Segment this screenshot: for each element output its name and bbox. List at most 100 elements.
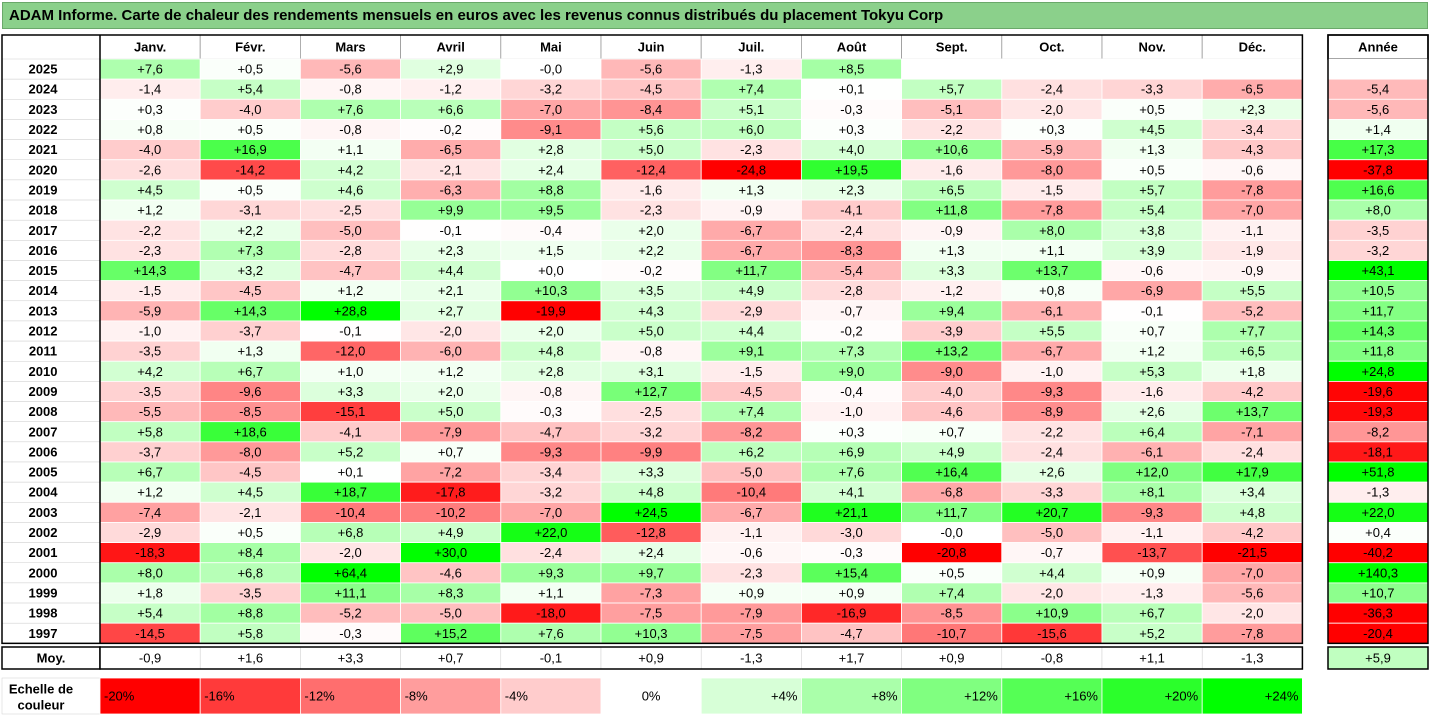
- heatmap-cell-value: +2,6: [1039, 465, 1065, 480]
- heatmap-cell-value: -9,6: [239, 384, 261, 399]
- heatmap-cell-value: +0,5: [1139, 162, 1165, 177]
- heatmap-cell-value: +4,9: [738, 283, 764, 298]
- heatmap-cell-value: -4,6: [940, 404, 962, 419]
- average-value: -0,9: [139, 651, 161, 666]
- heatmap-cell-value: -8,5: [940, 606, 962, 621]
- heatmap-cell-value: -1,3: [740, 62, 762, 77]
- row-label: 2021: [29, 142, 58, 157]
- row-label: 2004: [29, 485, 59, 500]
- heatmap-cell-value: -9,0: [940, 364, 962, 379]
- average-row-frame: [99, 646, 1304, 670]
- legend-swatch: [1001, 677, 1103, 715]
- row-label: 2014: [29, 283, 59, 298]
- heatmap-cell-value: -6,5: [1241, 82, 1263, 97]
- heatmap-cell-value: +9,0: [839, 364, 865, 379]
- heatmap-cell-value: -0,7: [1041, 545, 1063, 560]
- heatmap-cell-value: +15,2: [434, 626, 467, 641]
- heatmap-cell-value: -5,1: [940, 102, 962, 117]
- heatmap-cell-value: -5,9: [1041, 142, 1063, 157]
- heatmap-cell-value: +3,3: [638, 465, 664, 480]
- heatmap-cell-value: +7,6: [839, 465, 865, 480]
- average-year-cell: [1327, 646, 1429, 670]
- heatmap-cell-value: -0,4: [840, 384, 862, 399]
- year-total-value: -19,3: [1363, 404, 1393, 419]
- heatmap-cell-value: -5,2: [1241, 303, 1263, 318]
- heatmap-cell-value: -5,2: [339, 606, 361, 621]
- heatmap-cell-value: -9,3: [540, 444, 562, 459]
- column-header: Févr.: [235, 40, 265, 55]
- year-total-value: -19,6: [1363, 384, 1393, 399]
- heatmap-cell-value: +13,2: [935, 344, 968, 359]
- legend-step-label: -8%: [405, 689, 429, 704]
- legend-swatch: [801, 677, 903, 715]
- heatmap-cell-value: +2,4: [638, 545, 664, 560]
- heatmap-cell-value: +2,4: [538, 162, 564, 177]
- heatmap-cell-value: +2,8: [538, 364, 564, 379]
- heatmap-cell-value: -21,5: [1237, 545, 1267, 560]
- heatmap-cell-value: +7,7: [1239, 324, 1265, 339]
- heatmap-cell-value: -0,1: [439, 223, 461, 238]
- heatmap-cell-value: +4,2: [338, 162, 364, 177]
- year-total-value: +11,8: [1362, 344, 1394, 359]
- heatmap-cell-value: -3,3: [1041, 485, 1063, 500]
- average-value: +0,9: [638, 651, 664, 666]
- heatmap-cell-value: -1,1: [1241, 223, 1263, 238]
- row-label: 2011: [29, 344, 57, 359]
- heatmap-cell-value: -3,4: [540, 465, 562, 480]
- heatmap-cell-value: -18,0: [536, 606, 566, 621]
- heatmap-cell-value: +8,4: [237, 545, 263, 560]
- heatmap-cell-value: -4,5: [239, 465, 261, 480]
- heatmap-cell-value: +0,8: [137, 122, 163, 137]
- heatmap-cell-value: -4,3: [1241, 142, 1263, 157]
- heatmap-cell-value: -10,2: [436, 505, 466, 520]
- year-total-value: +51,8: [1362, 465, 1395, 480]
- column-header: Juil.: [738, 40, 764, 55]
- heatmap-cell-value: -3,2: [540, 82, 562, 97]
- heatmap-cell-value: -6,9: [1141, 283, 1163, 298]
- heatmap-cell-value: +0,5: [1139, 102, 1165, 117]
- column-header: Nov.: [1138, 40, 1165, 55]
- row-label: 2025: [29, 62, 58, 77]
- heatmap-cell-value: -7,8: [1041, 203, 1063, 218]
- heatmap-cell-value: -1,2: [439, 82, 461, 97]
- heatmap-cell-value: -3,0: [840, 525, 862, 540]
- heatmap-cell-value: -16,9: [837, 606, 867, 621]
- row-label: 2015: [29, 263, 58, 278]
- heatmap-cell-value: +7,3: [237, 243, 263, 258]
- heatmap-cell-value: +6,2: [738, 444, 764, 459]
- heatmap-cell-value: +1,8: [1239, 364, 1265, 379]
- heatmap-cell-value: -0,3: [339, 626, 361, 641]
- heatmap-cell-value: -7,8: [1241, 182, 1263, 197]
- heatmap-cell-value: -3,5: [139, 344, 161, 359]
- heatmap-cell-value: +5,5: [1039, 324, 1065, 339]
- heatmap-cell-value: -2,1: [439, 162, 461, 177]
- heatmap-cell-value: +11,1: [335, 585, 367, 600]
- heatmap-cell-value: +4,5: [1139, 122, 1165, 137]
- heatmap-cell-value: +22,0: [534, 525, 567, 540]
- heatmap-cell-value: +0,0: [538, 263, 564, 278]
- heatmap-cell-value: +9,1: [738, 344, 764, 359]
- heatmap-cell-value: +10,6: [935, 142, 968, 157]
- year-total-value: -18,1: [1363, 444, 1393, 459]
- heatmap-cell-value: -2,6: [139, 162, 161, 177]
- heatmap-cell-value: +13,7: [1035, 263, 1068, 278]
- heatmap-cell-value: -1,9: [1241, 243, 1263, 258]
- heatmap-cell-value: -1,6: [940, 162, 962, 177]
- heatmap-cell-value: +3,3: [939, 263, 965, 278]
- average-value: -1,3: [740, 651, 762, 666]
- legend-swatch: [199, 677, 301, 715]
- heatmap-cell-value: -7,0: [1241, 203, 1263, 218]
- heatmap-cell-value: +11,7: [936, 505, 968, 520]
- heatmap-cell-value: +1,2: [438, 364, 464, 379]
- average-value: -1,3: [1241, 651, 1263, 666]
- year-total-value: +24,8: [1362, 364, 1395, 379]
- heatmap-cell-value: +0,3: [839, 424, 865, 439]
- heatmap-cell-value: -9,3: [1141, 505, 1163, 520]
- row-label: 2024: [29, 82, 59, 97]
- heatmap-cell-value: +1,1: [538, 585, 564, 600]
- heatmap-cell-value: +17,9: [1236, 465, 1269, 480]
- heatmap-cell-value: +11,7: [735, 263, 767, 278]
- heatmap-cell-value: -6,7: [740, 243, 762, 258]
- row-label: 2005: [29, 465, 58, 480]
